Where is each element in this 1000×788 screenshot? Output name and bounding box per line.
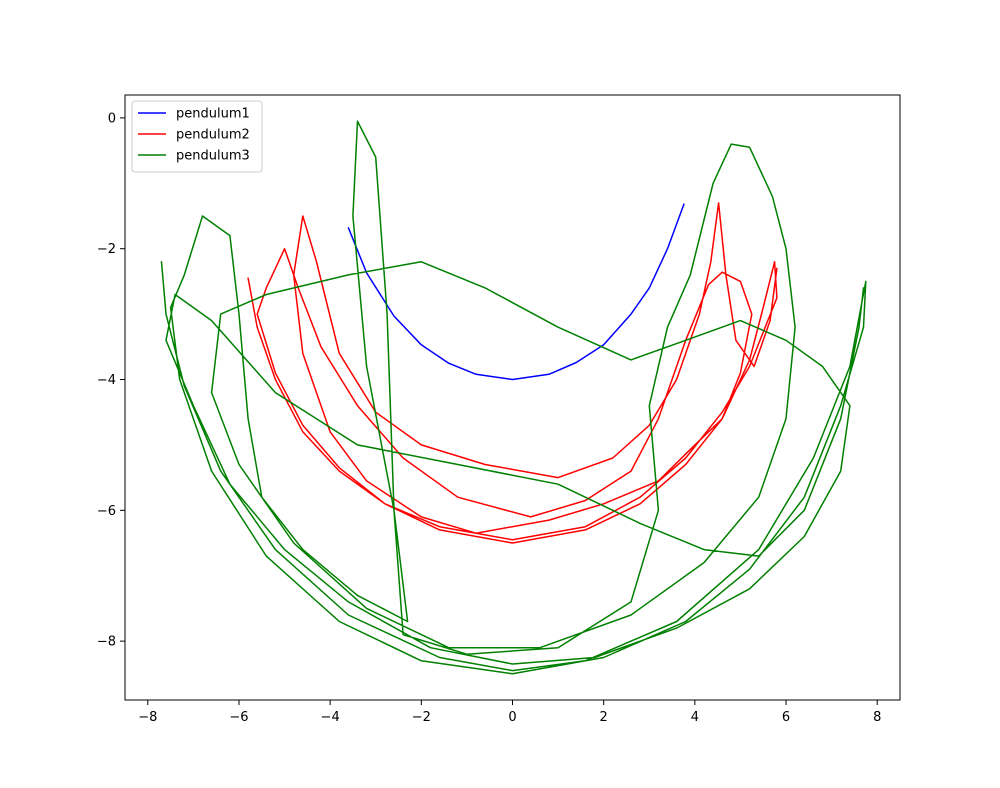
y-tick-label: 0 [108, 111, 116, 126]
y-tick-label: −4 [97, 373, 116, 388]
series-layer [160, 120, 867, 675]
legend-label-pendulum2: pendulum2 [176, 128, 250, 143]
x-tick-label: −8 [138, 710, 157, 725]
y-tick-label: −2 [97, 242, 116, 257]
x-tick-label: 2 [600, 710, 608, 725]
series-line-pendulum2 [247, 202, 778, 544]
legend-label-pendulum1: pendulum1 [176, 107, 250, 122]
series-line-pendulum1 [347, 203, 685, 381]
x-tick-label: −4 [321, 710, 340, 725]
x-axis: −8 −6 −4 −2 0 2 4 6 8 [138, 700, 881, 725]
x-tick-label: 8 [873, 710, 881, 725]
x-tick-label: −2 [412, 710, 431, 725]
y-axis: 0 −2 −4 −6 −8 [97, 111, 125, 650]
x-tick-label: 4 [691, 710, 699, 725]
x-tick-label: 0 [508, 710, 516, 725]
legend: pendulum1 pendulum2 pendulum3 [131, 100, 263, 173]
x-tick-label: 6 [782, 710, 790, 725]
series-line-pendulum3 [160, 120, 867, 675]
y-tick-label: −6 [97, 504, 116, 519]
x-tick-label: −6 [229, 710, 248, 725]
y-tick-label: −8 [97, 635, 116, 650]
legend-label-pendulum3: pendulum3 [176, 149, 250, 164]
